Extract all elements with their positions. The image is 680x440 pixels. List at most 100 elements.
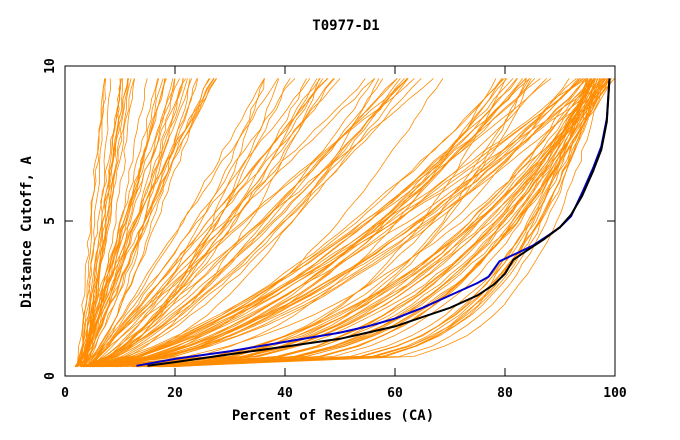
- model-curve: [159, 78, 596, 368]
- model-curve: [85, 78, 434, 368]
- model-curve: [131, 78, 607, 368]
- model-curve: [159, 78, 587, 368]
- model-curve: [88, 78, 329, 367]
- model-curve: [83, 78, 218, 367]
- model-curve: [125, 78, 615, 368]
- model-curve: [82, 78, 401, 368]
- model-curve: [87, 78, 409, 368]
- model-curve: [108, 78, 570, 368]
- model-curve: [80, 78, 122, 367]
- model-curve: [104, 78, 547, 368]
- model-curve: [102, 78, 497, 368]
- model-curve: [83, 78, 408, 368]
- model-curves: [74, 78, 616, 368]
- series-blue-highlight: [136, 78, 611, 367]
- model-curve: [84, 78, 541, 368]
- model-curve: [149, 78, 598, 368]
- model-curve: [75, 78, 184, 367]
- model-curve: [95, 78, 585, 368]
- model-curve: [104, 78, 579, 368]
- model-curve: [85, 78, 588, 368]
- model-curve: [81, 78, 210, 367]
- model-curve: [173, 78, 602, 368]
- model-curve: [132, 78, 596, 368]
- model-curve: [86, 78, 265, 368]
- model-curve: [90, 78, 605, 368]
- y-axis: 0 5 10: [43, 58, 615, 380]
- x-axis-label: Percent of Residues (CA): [232, 408, 434, 424]
- model-curve: [162, 78, 605, 368]
- model-curve: [76, 78, 106, 367]
- model-curve: [74, 78, 174, 367]
- model-curve: [165, 78, 611, 368]
- model-curve: [88, 78, 376, 368]
- model-curve: [80, 78, 130, 367]
- model-curve: [86, 78, 415, 367]
- model-curve: [83, 78, 211, 367]
- model-curve: [87, 78, 503, 368]
- x-axis: 0 20 40 60 80 100: [61, 66, 627, 401]
- model-curve: [87, 78, 279, 367]
- model-curve: [79, 78, 129, 367]
- series-black-highlight: [147, 78, 611, 367]
- model-curve: [135, 78, 593, 368]
- model-curve: [138, 78, 604, 368]
- x-tick-label: 100: [603, 386, 627, 401]
- model-curve: [90, 78, 334, 368]
- model-curve: [84, 78, 384, 368]
- model-curve: [75, 78, 166, 367]
- model-curve: [139, 78, 589, 368]
- model-curve: [97, 78, 532, 368]
- model-curve: [85, 78, 398, 368]
- model-curve: [101, 78, 587, 368]
- model-curve: [82, 78, 199, 367]
- y-tick-label: 5: [43, 217, 58, 225]
- model-curve: [81, 78, 160, 367]
- model-curve: [74, 78, 123, 367]
- x-tick-label: 60: [387, 386, 403, 401]
- model-curve: [80, 78, 148, 367]
- y-axis-label: Distance Cutoff, A: [19, 156, 35, 308]
- x-tick-label: 40: [277, 386, 293, 401]
- model-curve: [104, 78, 607, 368]
- model-curve: [110, 78, 508, 368]
- model-curve: [74, 78, 105, 367]
- model-curve: [83, 78, 609, 368]
- model-curve: [76, 78, 135, 367]
- model-curve: [86, 78, 265, 367]
- model-curve: [140, 78, 609, 368]
- model-curve: [81, 78, 380, 368]
- model-curve: [157, 78, 592, 368]
- model-curve: [94, 78, 577, 368]
- model-curve: [173, 78, 600, 368]
- model-curve: [96, 78, 584, 368]
- y-tick-label: 0: [43, 372, 58, 380]
- model-curve: [80, 78, 318, 368]
- model-curve: [101, 78, 530, 368]
- model-curve: [91, 78, 324, 368]
- model-curve: [83, 78, 422, 368]
- model-curve: [103, 78, 518, 368]
- model-curve: [82, 78, 176, 367]
- y-tick-label: 10: [43, 58, 58, 74]
- model-curve: [81, 78, 580, 368]
- x-tick-label: 0: [61, 386, 69, 401]
- highlight-curves: [136, 78, 611, 367]
- model-curve: [84, 78, 526, 368]
- x-tick-label: 80: [497, 386, 513, 401]
- model-curve: [87, 78, 311, 367]
- model-curve: [82, 78, 192, 367]
- model-curve: [103, 78, 582, 368]
- chart-title: T0977-D1: [312, 18, 379, 34]
- model-curve: [92, 78, 596, 368]
- model-curve: [76, 78, 188, 367]
- model-curve: [91, 78, 321, 367]
- model-curve: [161, 78, 601, 368]
- model-curve: [93, 78, 505, 368]
- model-curve: [146, 78, 595, 368]
- model-curve: [90, 78, 518, 368]
- model-curve: [93, 78, 588, 368]
- model-curve: [87, 78, 405, 368]
- x-tick-label: 20: [167, 386, 183, 401]
